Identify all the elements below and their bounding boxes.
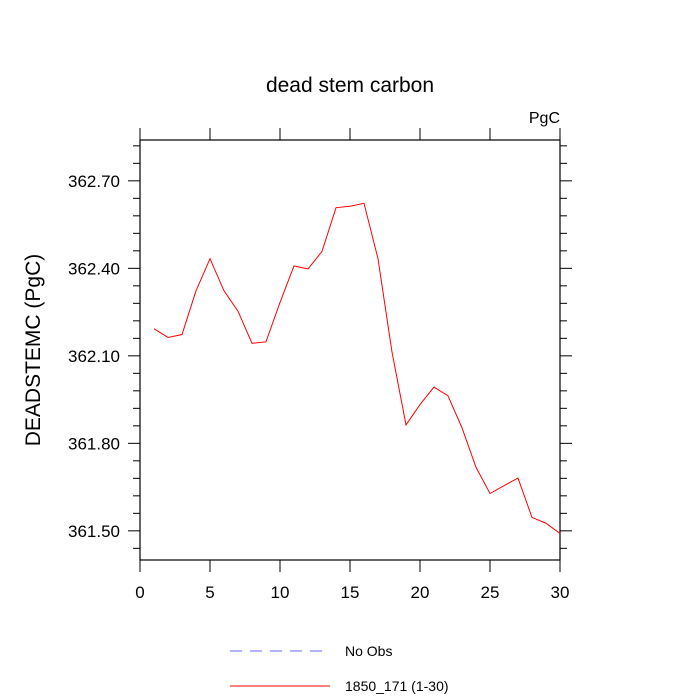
units-label: PgC	[529, 110, 560, 127]
plot-frame	[139, 139, 561, 561]
y-tick-label: 361.80	[68, 434, 120, 453]
legend-label: No Obs	[345, 643, 392, 659]
x-tick-label: 25	[481, 583, 500, 602]
y-axis-label: DEADSTEMC (PgC)	[22, 254, 45, 447]
legend-label: 1850_171 (1-30)	[345, 678, 449, 694]
y-tick-label: 361.50	[68, 522, 120, 541]
plot-area: 0 5 10 15 20 25 30 361.50 361.80 362.10 362.40 362.…	[68, 128, 572, 602]
x-tick-label: 15	[341, 583, 360, 602]
chart-title: dead stem carbon	[266, 74, 434, 97]
x-tick-label: 30	[551, 583, 570, 602]
x-tick-label: 5	[205, 583, 214, 602]
x-tick-label: 20	[411, 583, 430, 602]
series-line-1	[153, 202, 561, 534]
y-tick-label: 362.10	[68, 347, 120, 366]
x-tick-label: 0	[135, 583, 144, 602]
y-tick-label: 362.40	[68, 259, 120, 278]
y-tick-label: 362.70	[68, 172, 120, 191]
legend: No Obs 1850_171 (1-30)	[230, 643, 449, 694]
x-tick-label: 10	[271, 583, 290, 602]
